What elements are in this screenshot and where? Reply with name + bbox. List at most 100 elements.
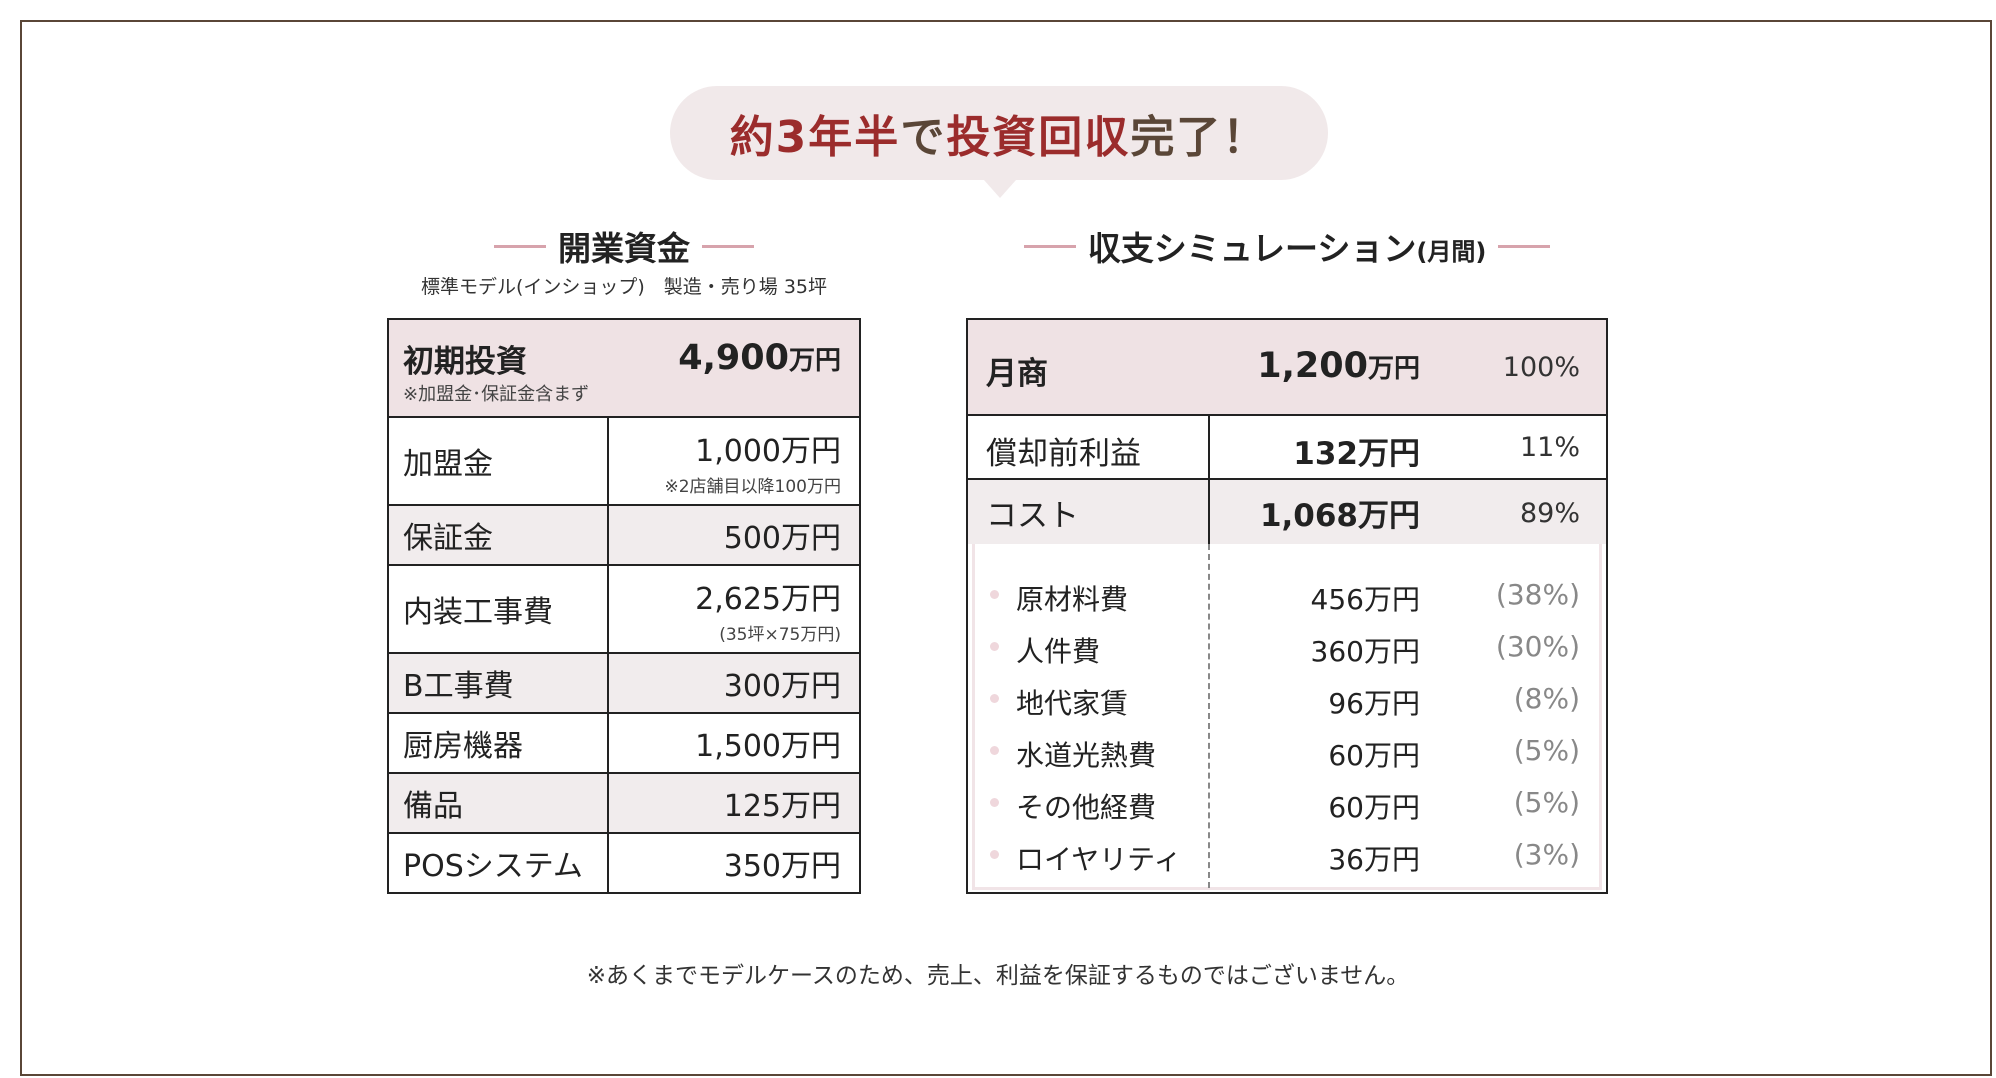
cost-breakdown-box	[972, 544, 1602, 890]
cost-item-pct: (5%)	[1513, 734, 1580, 767]
cost-item-label: 原材料費	[1016, 583, 1129, 616]
bubble-tail	[984, 180, 1016, 198]
cost-value: 1,068万円	[1259, 498, 1420, 534]
row-value-cell: 500万円	[609, 506, 859, 564]
row-value: 1,500万円	[695, 729, 841, 764]
cost-item: 水道光熱費 60万円 (5%)	[968, 724, 1606, 776]
row-label: B工事費	[389, 654, 609, 712]
row-value: 500万円	[723, 521, 841, 556]
heading-dash-left	[494, 244, 546, 248]
bullet-dot	[990, 798, 999, 807]
row-label: POSシステム	[389, 834, 609, 892]
bullet-dot	[990, 590, 999, 599]
initial-label: 初期投資	[403, 344, 527, 380]
cost-item-pct: (38%)	[1495, 578, 1580, 611]
cost-item: ロイヤリティ 36万円 (3%)	[968, 828, 1606, 880]
initial-value: 4,900万円	[678, 338, 841, 378]
profit-row: 償却前利益 132万円 11%	[968, 416, 1606, 480]
table-row: B工事費 300万円	[389, 652, 859, 712]
row-value-cell: 125万円	[609, 774, 859, 832]
initial-unit: 万円	[788, 346, 841, 376]
bullet-dot	[990, 850, 999, 859]
cost-item-label: その他経費	[1016, 791, 1157, 824]
row-label: 保証金	[389, 506, 609, 564]
cost-item-value: 96万円	[1328, 687, 1420, 720]
row-value: 2,625万円	[695, 581, 841, 617]
initial-investment-row: 初期投資 ※加盟金･保証金含まず 4,900万円	[389, 320, 859, 416]
cost-item-value: 60万円	[1328, 739, 1420, 772]
table-row: 備品 125万円	[389, 772, 859, 832]
sales-number: 1,200	[1257, 346, 1368, 386]
heading-dash-left	[1023, 244, 1076, 248]
profit-label: 償却前利益	[986, 436, 1141, 472]
cost-item-pct: (5%)	[1513, 786, 1580, 819]
column-divider	[1208, 416, 1210, 544]
profit-pct: 11%	[1519, 432, 1580, 463]
table-row: 加盟金 1,000万円 ※2店舗目以降100万円	[389, 416, 859, 504]
bullet-dot	[990, 642, 999, 651]
sales-pct: 100%	[1502, 352, 1580, 383]
profit-value: 132万円	[1293, 436, 1420, 472]
bullet-dot	[990, 746, 999, 755]
row-value: 300万円	[723, 669, 841, 704]
cost-item-pct: (30%)	[1495, 630, 1580, 663]
cost-item: その他経費 60万円 (5%)	[968, 776, 1606, 828]
row-label: 厨房機器	[389, 714, 609, 772]
heading-dash-right	[702, 244, 754, 248]
cost-item-label: 水道光熱費	[1016, 739, 1157, 772]
cost-label: コスト	[986, 498, 1079, 534]
simulation-heading: 収支シミュレーション(月間)	[966, 222, 1608, 270]
sales-unit: 万円	[1367, 354, 1420, 384]
simulation-title-wrap: 収支シミュレーション(月間)	[1088, 222, 1487, 270]
cost-item: 地代家賃 96万円 (8%)	[968, 672, 1606, 724]
cost-item: 人件費 360万円 (30%)	[968, 620, 1606, 672]
simulation-table: 月商 1,200万円 100% 償却前利益 132万円 11% コスト 1,06…	[966, 318, 1608, 894]
headline-recovery: 投資回収	[946, 112, 1131, 163]
outer-frame	[20, 20, 1992, 1076]
table-row: 内装工事費 2,625万円 (35坪×75万円)	[389, 564, 859, 652]
sales-label: 月商	[986, 356, 1048, 392]
startup-table: 初期投資 ※加盟金･保証金含まず 4,900万円 加盟金 1,000万円 ※2店…	[387, 318, 861, 894]
initial-note: ※加盟金･保証金含まず	[403, 384, 590, 405]
row-value: 350万円	[723, 849, 841, 884]
cost-item-value: 36万円	[1328, 843, 1420, 876]
row-label: 備品	[389, 774, 609, 832]
cost-item-value: 60万円	[1328, 791, 1420, 824]
cost-item-pct: (8%)	[1513, 682, 1580, 715]
row-value-cell: 2,625万円 (35坪×75万円)	[609, 566, 859, 652]
cost-breakdown-divider	[1208, 544, 1210, 888]
row-note: (35坪×75万円)	[719, 624, 841, 645]
startup-heading: 開業資金	[388, 222, 860, 270]
startup-subtitle: 標準モデル(インショップ) 製造・売り場 35坪	[420, 276, 828, 298]
table-row: POSシステム 350万円	[389, 832, 859, 892]
sales-value: 1,200万円	[1257, 346, 1420, 386]
row-label: 加盟金	[389, 418, 609, 504]
cost-item: 原材料費 456万円 (38%)	[968, 568, 1606, 620]
headline-text-de: で	[900, 112, 947, 163]
row-value-cell: 300万円	[609, 654, 859, 712]
bullet-dot	[990, 694, 999, 703]
headline-bubble: 約3年半で投資回収 完了！	[670, 86, 1328, 180]
cost-item-value: 360万円	[1310, 635, 1420, 668]
row-value-cell: 1,000万円 ※2店舗目以降100万円	[609, 418, 859, 504]
cost-row: コスト 1,068万円 89%	[968, 480, 1606, 544]
sales-row: 月商 1,200万円 100%	[968, 320, 1606, 416]
simulation-title: 収支シミュレーション	[1087, 229, 1417, 268]
cost-item-value: 456万円	[1310, 583, 1420, 616]
cost-item-label: 地代家賃	[1016, 687, 1129, 720]
cost-pct: 89%	[1519, 498, 1580, 529]
table-row: 保証金 500万円	[389, 504, 859, 564]
table-row: 厨房機器 1,500万円	[389, 712, 859, 772]
cost-item-label: 人件費	[1016, 635, 1101, 668]
disclaimer: ※あくまでモデルケースのため、売上、利益を保証するものではございません。	[586, 963, 1410, 989]
row-value: 125万円	[723, 789, 841, 824]
row-value-cell: 1,500万円	[609, 714, 859, 772]
row-note: ※2店舗目以降100万円	[664, 476, 841, 497]
row-value-cell: 350万円	[609, 834, 859, 892]
row-label: 内装工事費	[389, 566, 609, 652]
cost-item-pct: (3%)	[1513, 838, 1580, 871]
headline-period: 約3年半	[729, 112, 901, 163]
heading-dash-right	[1498, 244, 1551, 248]
simulation-title-suffix: (月間)	[1416, 238, 1487, 266]
startup-title: 開業資金	[558, 229, 690, 268]
